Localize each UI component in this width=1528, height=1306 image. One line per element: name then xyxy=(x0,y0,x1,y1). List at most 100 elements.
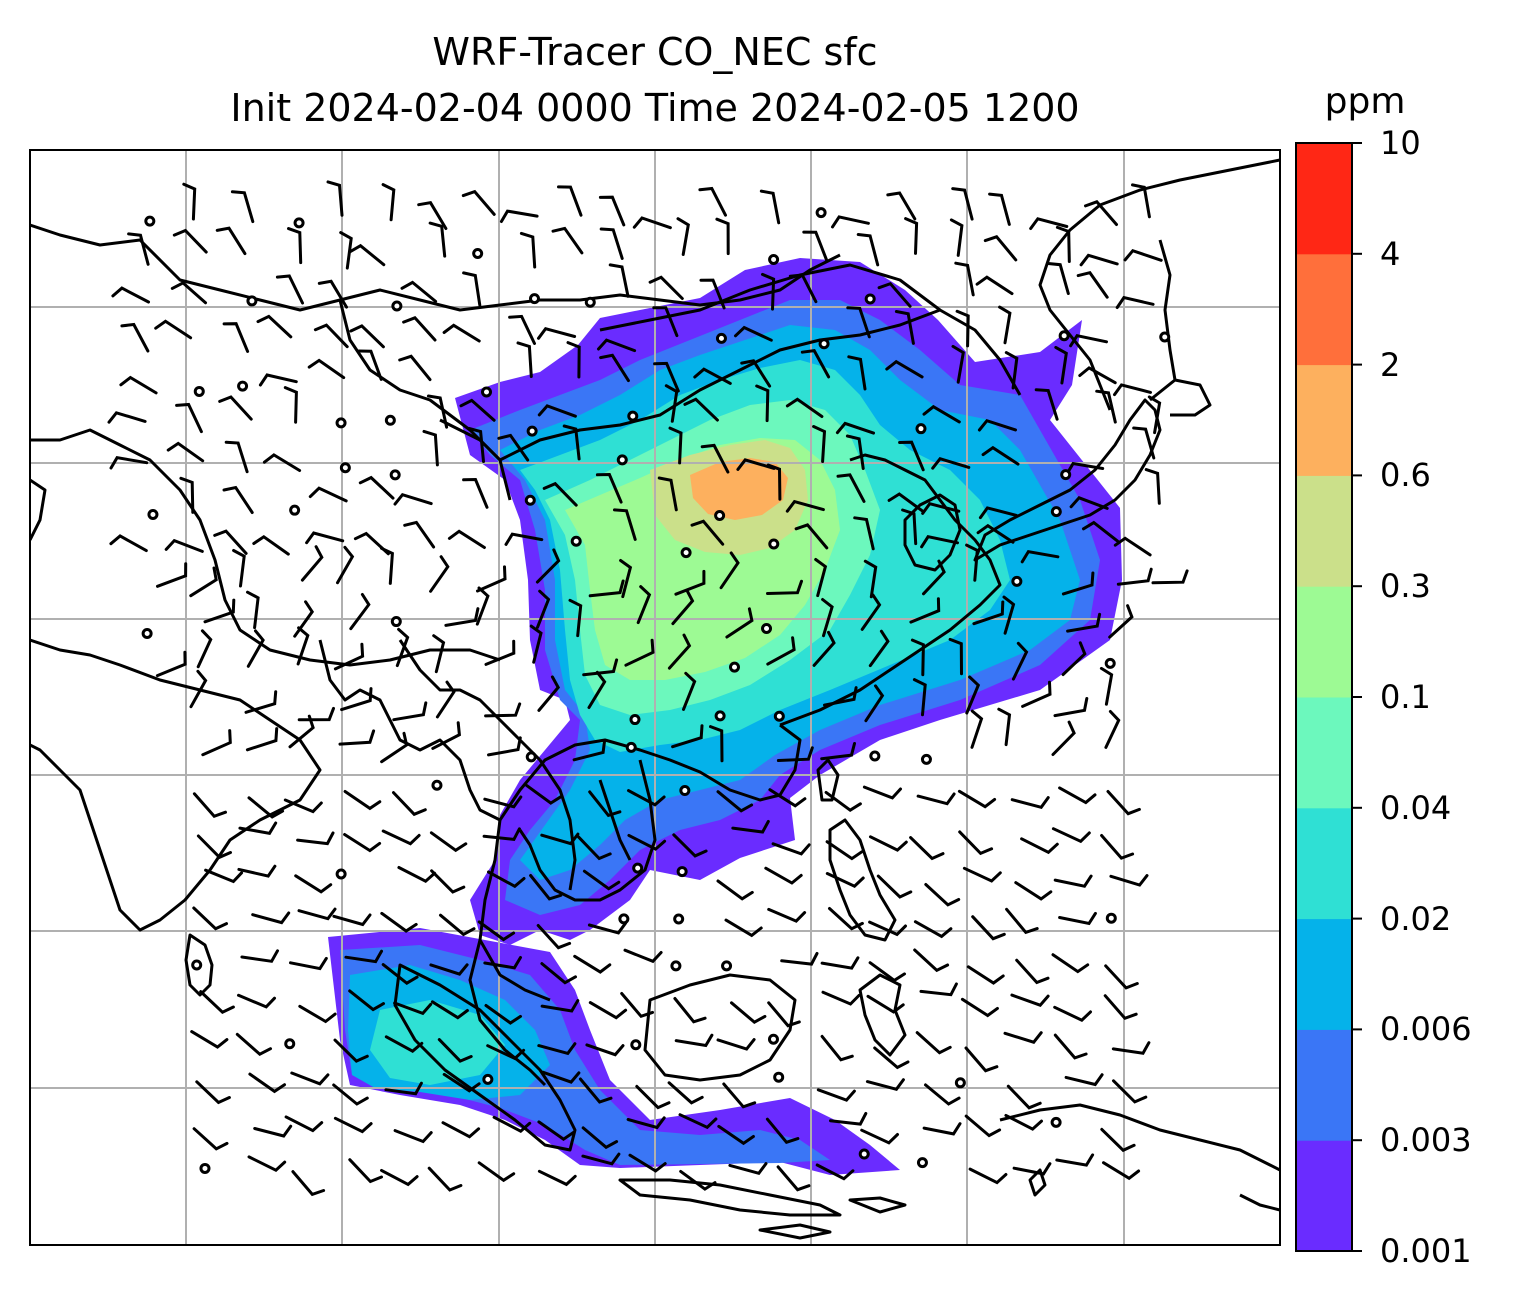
calm-wind-circle xyxy=(761,623,773,635)
wind-barb xyxy=(716,1038,756,1051)
colorbar-band xyxy=(1296,475,1352,587)
wind-barb xyxy=(960,997,999,1018)
calm-wind-circle xyxy=(293,217,305,229)
wind-barb xyxy=(912,678,927,717)
wind-barb xyxy=(921,501,961,515)
wind-barb xyxy=(1021,680,1052,708)
wind-barb xyxy=(820,956,860,970)
calm-wind-circle xyxy=(673,913,685,925)
wind-barb xyxy=(587,921,627,935)
wind-barb xyxy=(678,1113,718,1130)
calm-wind-circle xyxy=(954,1077,966,1089)
wind-barb xyxy=(1132,426,1156,460)
wind-barb xyxy=(196,629,213,669)
wind-barb xyxy=(1115,295,1155,309)
wind-barb xyxy=(237,864,277,878)
map-plot-area xyxy=(30,150,1280,1245)
wind-barb xyxy=(901,508,918,546)
wind-barb xyxy=(499,209,539,223)
calm-wind-circle xyxy=(625,741,637,753)
wind-barb xyxy=(422,429,439,467)
calm-wind-circle xyxy=(773,710,785,722)
wind-barb xyxy=(1102,1161,1141,1181)
calm-wind-circle xyxy=(199,1162,211,1174)
wind-barb xyxy=(1104,964,1139,990)
wind-barb xyxy=(1005,907,1039,935)
wind-barb xyxy=(626,1116,666,1130)
wind-barb xyxy=(179,476,195,514)
wind-barb xyxy=(910,638,925,677)
wind-barb xyxy=(576,835,612,861)
wind-barb xyxy=(1051,720,1076,756)
wind-barb xyxy=(693,367,732,385)
wind-barb xyxy=(492,1115,532,1134)
wind-barb xyxy=(853,516,875,551)
wind-barb xyxy=(1066,612,1102,633)
wind-barb xyxy=(349,593,371,631)
calm-wind-circle xyxy=(584,296,596,308)
colorbar-band xyxy=(1296,807,1352,920)
wind-barb xyxy=(873,1046,910,1070)
wind-barb xyxy=(348,989,385,1012)
wind-barb xyxy=(1111,1041,1151,1055)
wind-barb xyxy=(572,739,607,762)
calm-wind-circle xyxy=(1058,330,1070,342)
wind-barb xyxy=(771,842,811,856)
calm-wind-circle xyxy=(915,423,927,435)
calm-wind-circle xyxy=(768,538,780,550)
wind-barb xyxy=(536,924,572,950)
calm-wind-circle xyxy=(858,1148,870,1160)
wind-barb xyxy=(486,1044,526,1061)
wind-barb xyxy=(398,354,432,382)
wind-barb xyxy=(384,1035,424,1054)
wind-barb xyxy=(476,565,507,593)
wind-barb xyxy=(922,559,946,596)
wind-barb xyxy=(958,830,994,856)
wind-barb xyxy=(252,534,290,556)
wind-barb xyxy=(529,624,543,664)
wind-barb xyxy=(679,1169,717,1191)
wind-barb xyxy=(1076,270,1109,299)
wind-barb xyxy=(657,476,678,512)
wind-barb xyxy=(459,398,496,422)
wind-barb xyxy=(402,316,437,342)
colorbar-band xyxy=(1296,918,1352,1030)
wind-barb xyxy=(461,189,496,216)
wind-barb xyxy=(192,906,228,931)
wind-barb xyxy=(435,680,456,719)
wind-barb xyxy=(582,658,619,677)
colorbar-tick-label: 0.003 xyxy=(1380,1121,1472,1160)
wind-barb xyxy=(222,322,250,353)
wind-barb xyxy=(949,218,964,257)
calm-wind-circle xyxy=(670,960,682,972)
wind-barb xyxy=(348,243,386,267)
wind-barb xyxy=(816,1088,856,1102)
calm-wind-circle xyxy=(715,332,727,344)
colorbar xyxy=(1296,143,1352,1252)
wind-barb xyxy=(429,831,468,853)
wind-barb xyxy=(1064,1073,1104,1087)
wind-barb xyxy=(504,532,544,546)
wind-barb xyxy=(357,349,383,381)
wind-barb xyxy=(218,395,253,421)
wind-barb xyxy=(951,187,974,221)
wind-barb xyxy=(300,545,324,582)
wind-barb xyxy=(1084,200,1118,226)
wind-barb xyxy=(287,227,303,265)
wind-barb xyxy=(537,675,561,712)
calm-wind-circle xyxy=(391,300,403,312)
wind-barb xyxy=(885,359,924,379)
wind-barb xyxy=(955,309,970,348)
wind-barb xyxy=(1078,366,1117,385)
calm-wind-circle xyxy=(284,1038,296,1050)
wind-barb xyxy=(1131,183,1151,219)
calm-wind-circle xyxy=(335,868,347,880)
wind-barb xyxy=(1054,345,1068,385)
wind-barb xyxy=(1106,790,1141,816)
wind-barb xyxy=(764,866,803,885)
calm-wind-circle xyxy=(472,247,484,259)
wind-barb xyxy=(230,190,255,224)
wind-barb xyxy=(253,1124,293,1138)
wind-barb xyxy=(846,306,871,339)
wind-barb xyxy=(780,952,819,966)
